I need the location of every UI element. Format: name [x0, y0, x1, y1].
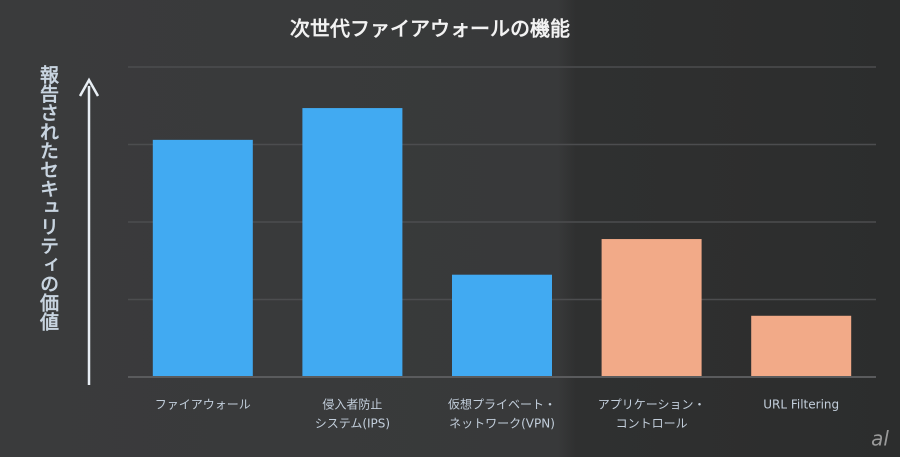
- bar: [452, 274, 552, 377]
- x-tick-label: 侵入者防止: [322, 397, 382, 412]
- bar: [302, 108, 403, 377]
- x-tick-label: アプリケーション・: [598, 398, 706, 412]
- x-tick-label: 仮想プライベート・: [448, 397, 556, 412]
- x-tick-label: システム(IPS): [315, 417, 390, 431]
- bar: [601, 239, 702, 377]
- chart-title: 次世代ファイアウォールの機能: [290, 17, 570, 41]
- x-tick-label: ファイアウォール: [155, 398, 251, 412]
- y-axis-label: 報告されたセキュリティの価値: [37, 64, 60, 332]
- x-tick-label: ネットワーク(VPN): [449, 417, 555, 431]
- bar: [152, 139, 253, 377]
- axis-arrow-head: [78, 77, 100, 97]
- x-tick-label: URL Filtering: [763, 398, 839, 412]
- watermark: al: [871, 427, 889, 451]
- x-tick-label: コントロール: [616, 417, 688, 431]
- bar: [751, 315, 852, 377]
